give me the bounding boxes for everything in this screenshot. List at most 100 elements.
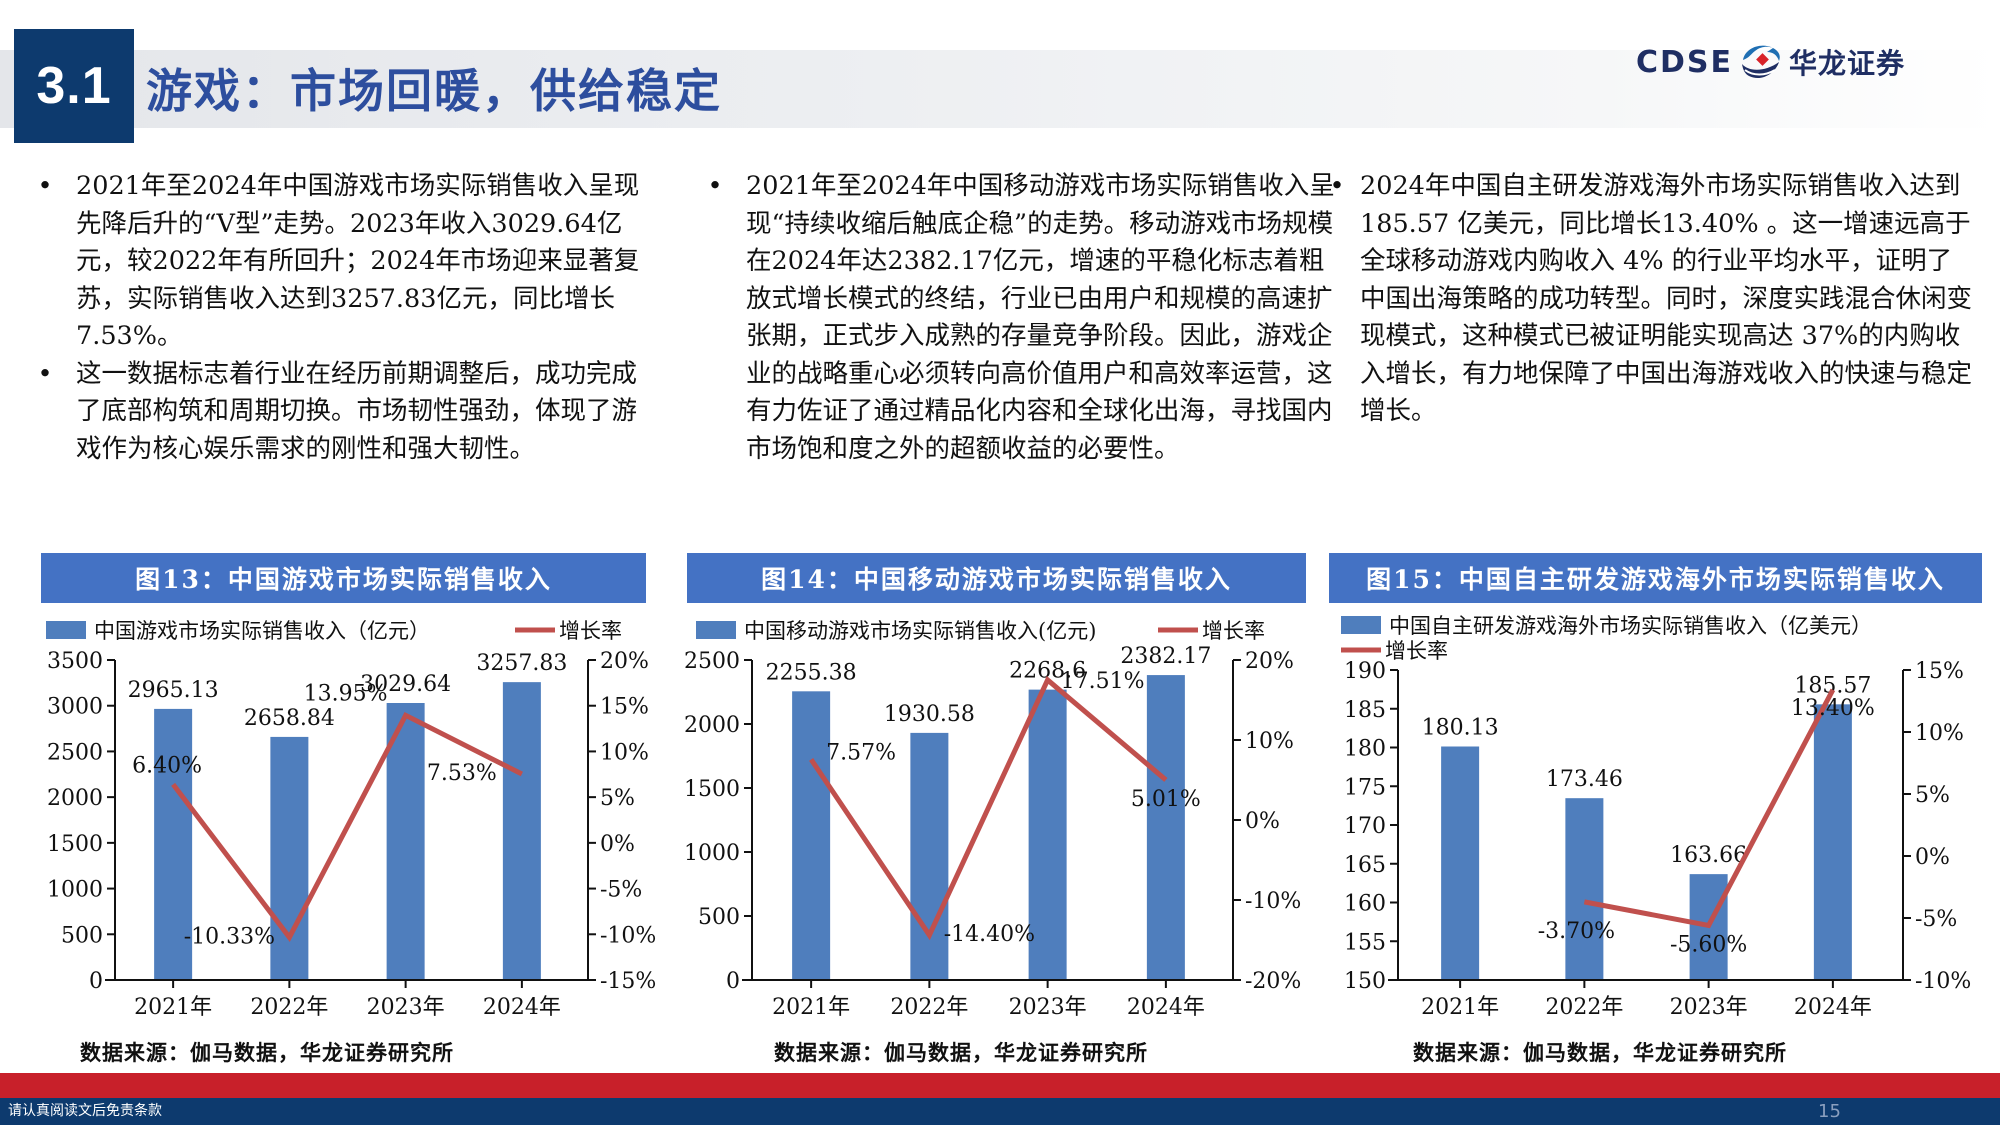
text-column-1: • 2021年至2024年中国游戏市场实际销售收入呈现先降后升的“V型”走势。20…: [30, 168, 650, 468]
bullet-item: • 这一数据标志着行业在经历前期调整后，成功完成了底部构筑和周期切换。市场韧性强劲…: [30, 356, 650, 469]
y-left-tick: 160: [1344, 892, 1386, 917]
x-category-label: 2024年: [483, 995, 561, 1020]
bullet-item: • 2024年中国自主研发游戏海外市场实际销售收入达到 185.57 亿美元，同比…: [1322, 168, 1972, 431]
x-category-label: 2024年: [1127, 995, 1205, 1020]
y-left-tick: 190: [1344, 659, 1386, 684]
growth-rate-line: [171, 711, 524, 942]
legend-bar-swatch: [1341, 616, 1381, 634]
legend-bar-label: 中国自主研发游戏海外市场实际销售收入（亿美元）: [1389, 614, 1872, 638]
bar-value-label: 1930.58: [884, 702, 975, 727]
x-category-label: 2023年: [1670, 995, 1748, 1020]
y-right-tick: 0%: [600, 832, 635, 857]
bar-value-label: 3029.64: [360, 672, 451, 697]
y-right-tick: 20%: [600, 649, 649, 674]
legend-line-label: 增长率: [1385, 639, 1448, 663]
growth-rate-label: 13.40%: [1791, 696, 1875, 721]
disclaimer-link[interactable]: 请认真阅读文后免责条款: [8, 1103, 162, 1119]
chart-legend: 中国自主研发游戏海外市场实际销售收入（亿美元）增长率: [1341, 614, 1872, 663]
y-right-tick: -5%: [600, 878, 642, 903]
y-left-tick: 1000: [47, 878, 103, 903]
chart-legend: 中国移动游戏市场实际销售收入(亿元) 增长率: [696, 619, 1265, 643]
chart-figure-13: 中国游戏市场实际销售收入（亿元） 增长率 2965.13 2658.84 3029.64…: [30, 605, 670, 1025]
footer-red-band: [0, 1073, 2000, 1098]
bar-value-label: 180.13: [1422, 715, 1499, 740]
company-logo: CDSE 华龙证券: [1636, 42, 1905, 82]
y-left-tick: 2000: [684, 713, 740, 738]
legend-bar-label: 中国移动游戏市场实际销售收入(亿元): [744, 619, 1096, 643]
growth-rate-label: -5.60%: [1670, 932, 1747, 957]
y-right-tick: 10%: [600, 740, 649, 765]
footer-navy-band: [0, 1098, 2000, 1125]
y-right-tick: 20%: [1245, 649, 1294, 674]
bar: [270, 736, 309, 980]
y-left-tick: 0: [89, 969, 103, 994]
growth-rate-label: -10.33%: [184, 924, 275, 949]
x-category-label: 2022年: [250, 995, 328, 1020]
y-left-tick: 1500: [684, 777, 740, 802]
chart-axes: [1388, 669, 1911, 988]
bar: [154, 708, 193, 980]
y-left-tick: 185: [1344, 698, 1386, 723]
bar: [386, 703, 425, 980]
y-right-tick: -10%: [1245, 889, 1301, 914]
y-right-tick: -15%: [600, 969, 656, 994]
bullet-item: • 2021年至2024年中国游戏市场实际销售收入呈现先降后升的“V型”走势。20…: [30, 168, 650, 356]
y-left-tick: 170: [1344, 814, 1386, 839]
legend-line-label: 增长率: [559, 619, 622, 643]
bar: [1028, 689, 1067, 980]
x-category-label: 2023年: [367, 995, 445, 1020]
bullet-dot: •: [37, 358, 53, 389]
text-column-3: • 2024年中国自主研发游戏海外市场实际销售收入达到 185.57 亿美元，同比…: [1322, 168, 1972, 431]
bar: [1565, 798, 1604, 980]
x-category-label: 2022年: [890, 995, 968, 1020]
page-title: 游戏：市场回暖，供给稳定: [146, 64, 722, 118]
y-right-tick: -10%: [600, 923, 656, 948]
bar: [792, 691, 831, 980]
y-left-tick: 175: [1344, 775, 1386, 800]
x-category-label: 2023年: [1009, 995, 1087, 1020]
bar: [1146, 675, 1185, 980]
x-category-label: 2021年: [1421, 995, 1499, 1020]
bullet-dot: •: [37, 171, 53, 201]
text-column-2: • 2021年至2024年中国移动游戏市场实际销售收入呈现“持续收缩后触底企稳”的…: [700, 168, 1340, 468]
logo-text-cn: 华龙证券: [1789, 47, 1906, 80]
y-left-tick: 500: [698, 905, 740, 930]
y-left-tick: 3000: [47, 695, 103, 720]
y-left-tick: 150: [1344, 969, 1386, 994]
growth-rate-label: 13.95%: [304, 681, 388, 706]
chart-figure-15: 中国自主研发游戏海外市场实际销售收入（亿美元） 增长率 180.13 173.46 16…: [1325, 605, 1995, 1025]
y-left-tick: 1000: [684, 841, 740, 866]
y-right-tick: 10%: [1915, 721, 1964, 746]
growth-rate-line: [1583, 688, 1836, 929]
logo-text-en: CDSE: [1636, 44, 1734, 80]
y-right-tick: -20%: [1245, 969, 1301, 994]
figure-15-title: 图15：中国自主研发游戏海外市场实际销售收入: [1329, 553, 1982, 603]
growth-rate-label: 7.53%: [427, 761, 497, 786]
legend-bar-label: 中国游戏市场实际销售收入（亿元）: [94, 619, 430, 643]
bullet-dot: •: [707, 171, 723, 201]
x-category-label: 2021年: [772, 995, 850, 1020]
chart-legend: 中国游戏市场实际销售收入（亿元） 增长率: [46, 619, 622, 643]
growth-rate-label: 6.40%: [132, 753, 202, 778]
bullet-text: 2024年中国自主研发游戏海外市场实际销售收入达到 185.57 亿美元，同比增…: [1360, 171, 1973, 426]
legend-line-label: 增长率: [1202, 619, 1265, 643]
legend-bar-swatch: [46, 621, 86, 639]
growth-rate-label: 5.01%: [1131, 787, 1201, 812]
growth-rate-label: -14.40%: [944, 922, 1035, 947]
y-left-tick: 2500: [684, 649, 740, 674]
x-category-label: 2021年: [134, 995, 212, 1020]
figure-13-source: 数据来源：伽马数据，华龙证券研究所: [80, 1040, 454, 1065]
bar-value-label: 173.46: [1546, 767, 1623, 792]
growth-rate-label: 17.51%: [1061, 669, 1145, 694]
bar: [502, 682, 541, 980]
bar: [1441, 746, 1480, 980]
bullet-dot: •: [1329, 171, 1345, 201]
bar: [1813, 704, 1852, 980]
title-band: [0, 50, 2000, 128]
bullet-text: 这一数据标志着行业在经历前期调整后，成功完成了底部构筑和周期切换。市场韧性强劲，…: [76, 358, 638, 464]
y-left-tick: 3500: [47, 649, 103, 674]
y-left-tick: 2500: [47, 740, 103, 765]
bar: [910, 732, 949, 980]
y-right-tick: 15%: [1915, 659, 1964, 684]
y-right-tick: -5%: [1915, 907, 1957, 932]
